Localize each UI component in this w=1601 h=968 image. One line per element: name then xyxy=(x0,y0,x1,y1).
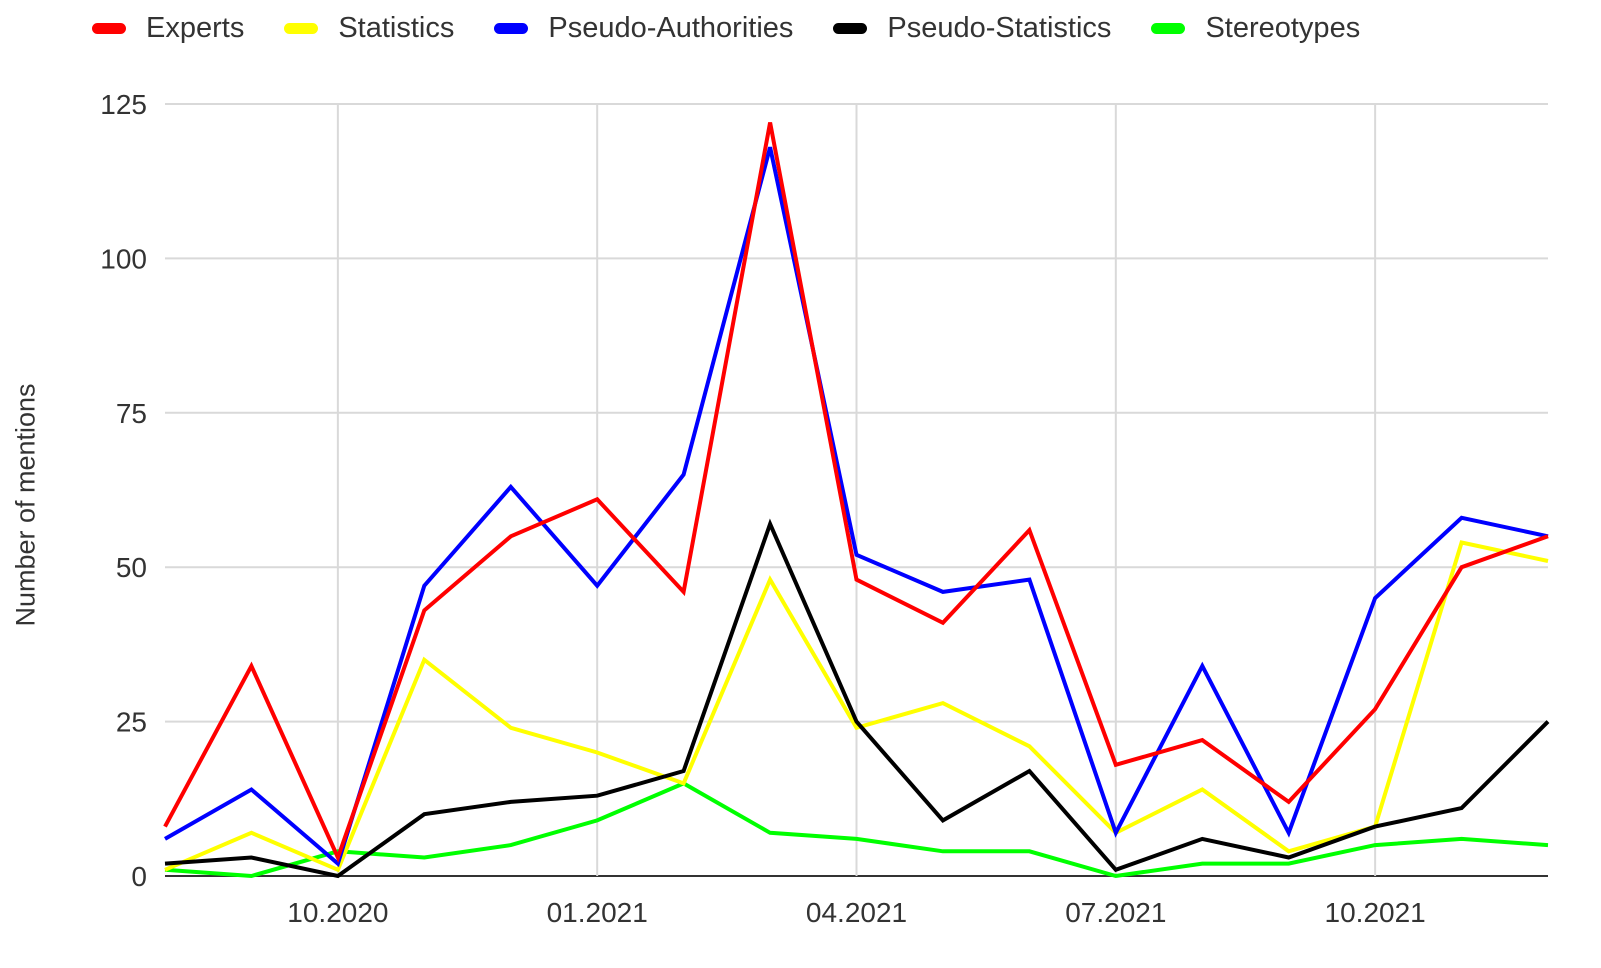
series-pseudo-statistics xyxy=(164,518,1550,879)
y-tick-label: 75 xyxy=(116,398,147,429)
x-tick-label: 01.2021 xyxy=(547,897,648,928)
legend-label: Statistics xyxy=(338,12,455,44)
y-tick-label: 125 xyxy=(100,89,147,120)
x-tick-label: 04.2021 xyxy=(806,897,907,928)
legend: Experts Statistics Pseudo-Authorities Pseud… xyxy=(92,12,1400,45)
legend-swatch xyxy=(92,23,126,34)
legend-item: Pseudo-Authorities xyxy=(494,12,793,45)
x-tick-label: 10.2020 xyxy=(287,897,388,928)
y-tick-label: 25 xyxy=(116,707,147,738)
legend-swatch xyxy=(833,23,868,34)
legend-swatch xyxy=(494,23,529,34)
legend-label: Pseudo-Authorities xyxy=(548,12,794,44)
legend-item: Statistics xyxy=(284,12,454,45)
y-tick-label: 0 xyxy=(131,861,147,892)
series-experts xyxy=(163,122,1549,863)
x-tick-label: 07.2021 xyxy=(1065,897,1166,928)
legend-swatch xyxy=(1151,23,1186,34)
legend-label: Pseudo-Statistics xyxy=(887,12,1112,44)
y-tick-label: 50 xyxy=(116,552,147,583)
legend-label: Experts xyxy=(146,12,245,44)
legend-item: Pseudo-Statistics xyxy=(833,12,1111,45)
legend-swatch xyxy=(284,23,319,34)
legend-label: Stereotypes xyxy=(1205,12,1361,44)
y-tick-label: 100 xyxy=(100,243,147,274)
legend-item: Stereotypes xyxy=(1151,12,1360,45)
x-tick-label: 10.2021 xyxy=(1325,897,1426,928)
legend-item: Experts xyxy=(92,12,244,45)
